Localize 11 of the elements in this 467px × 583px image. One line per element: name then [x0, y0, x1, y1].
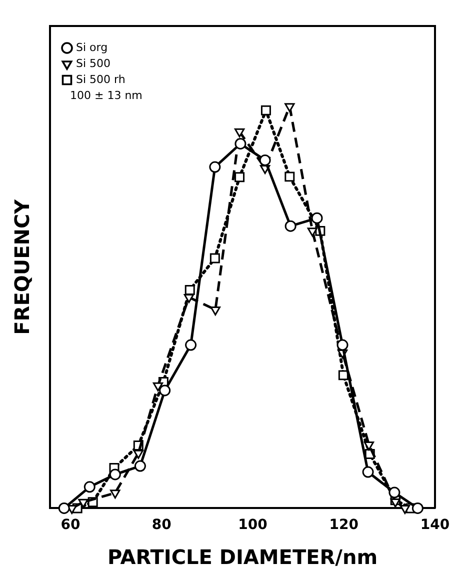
- y-axis-title: FREQUENCY: [10, 198, 34, 335]
- x-tick-label: 80: [152, 517, 172, 534]
- legend-label: Si org: [76, 40, 108, 54]
- x-tick-label: 100: [238, 517, 268, 534]
- x-tick-label: 120: [329, 517, 359, 534]
- legend-label: Si 500: [76, 56, 111, 70]
- x-axis-title: PARTICLE DIAMETER/nm: [107, 545, 378, 570]
- text: 100 ± 13 nm: [70, 88, 142, 102]
- legend-label: Si 500 rh: [76, 72, 126, 86]
- x-tick-label: 60: [60, 517, 80, 534]
- x-tick-label: 140: [420, 517, 450, 534]
